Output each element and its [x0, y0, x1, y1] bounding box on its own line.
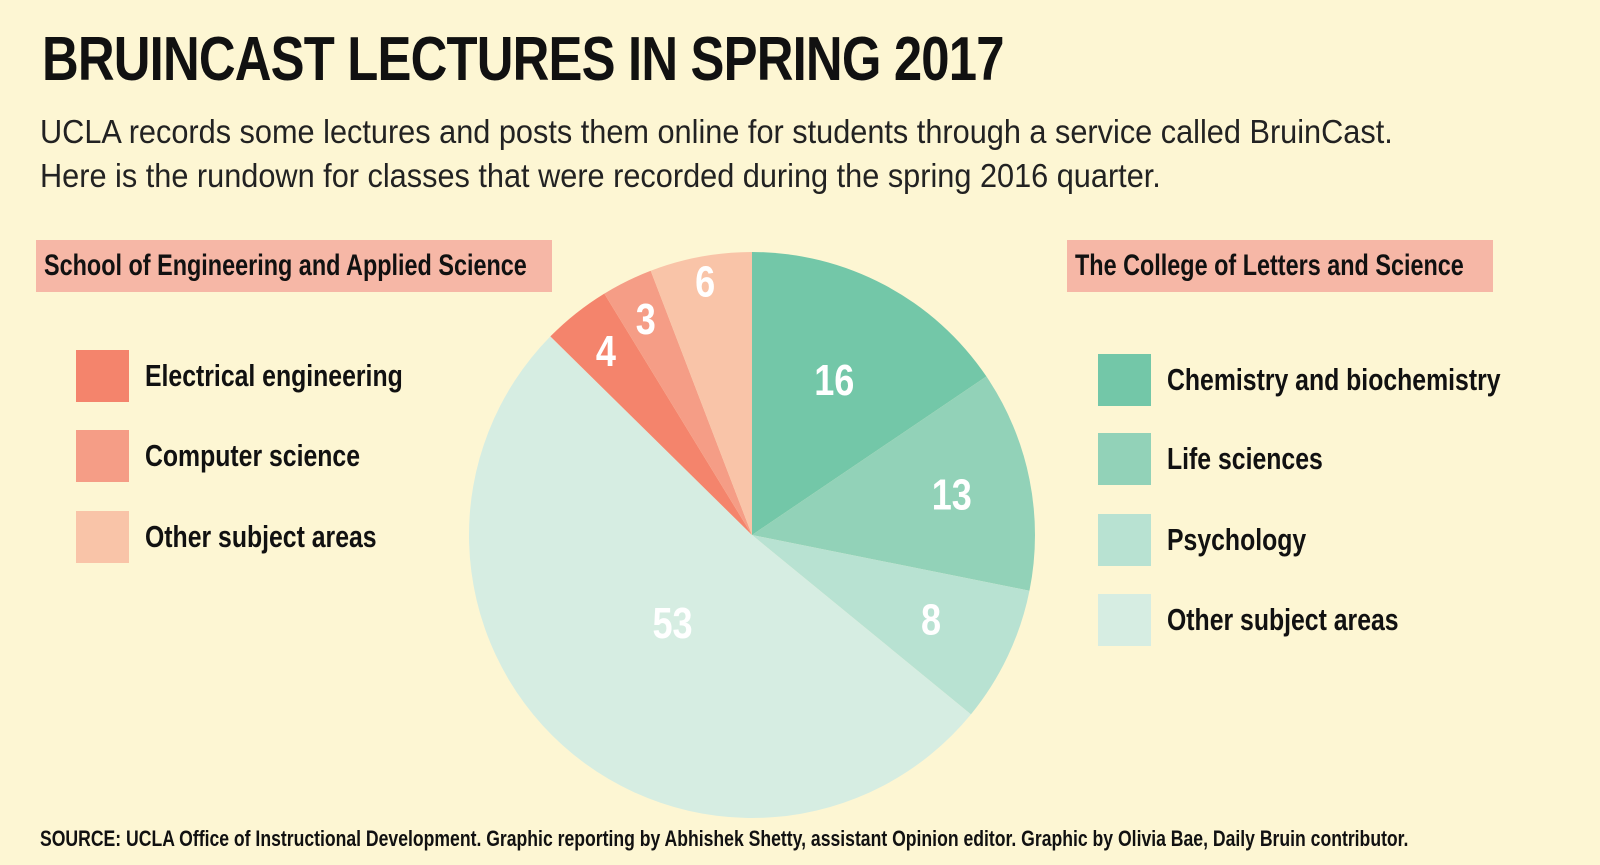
pie-slice-label-0: 16 [814, 355, 854, 404]
letters-heading-text: The College of Letters and Science [1075, 249, 1464, 282]
pie-slice-2 [752, 535, 1030, 715]
legend-label-life-sciences: Life sciences [1167, 441, 1323, 476]
pie-slice-5 [604, 270, 752, 535]
pie-slice-3 [468, 336, 971, 819]
legend-item-electrical-engineering: Electrical engineering [76, 350, 467, 402]
subtitle-line-2: Here is the rundown for classes that wer… [40, 157, 1161, 194]
subtitle-line-1: UCLA records some lectures and posts the… [40, 113, 1393, 150]
letters-heading: The College of Letters and Science [1067, 240, 1493, 292]
legend-label-psychology: Psychology [1167, 522, 1307, 557]
pie-slice-0 [752, 252, 987, 535]
subtitle: UCLA records some lectures and posts the… [40, 110, 1495, 198]
pie-slice-label-6: 6 [695, 257, 715, 306]
legend-item-chemistry: Chemistry and biochemistry [1098, 354, 1584, 406]
engineering-heading-text: School of Engineering and Applied Scienc… [44, 249, 527, 282]
legend-swatch-computer-science [76, 430, 129, 482]
pie-slice-label-2: 8 [921, 595, 941, 644]
pie-slice-6 [650, 252, 752, 535]
pie-slice-label-3: 53 [652, 599, 692, 648]
legend-label-chemistry: Chemistry and biochemistry [1167, 362, 1501, 397]
source-credit: SOURCE: UCLA Office of Instructional Dev… [40, 826, 1409, 851]
legend-swatch-psychology [1098, 514, 1151, 566]
legend-item-engineering-other: Other subject areas [76, 511, 434, 563]
legend-item-computer-science: Computer science [76, 430, 414, 482]
page-title: BRUINCAST LECTURES IN SPRING 2017 [42, 25, 1004, 94]
legend-swatch-chemistry [1098, 354, 1151, 406]
legend-swatch-electrical-engineering [76, 350, 129, 402]
legend-label-electrical-engineering: Electrical engineering [145, 358, 403, 393]
pie-slice-label-5: 3 [636, 295, 656, 344]
engineering-heading: School of Engineering and Applied Scienc… [36, 240, 552, 292]
pie-slice-label-4: 4 [596, 326, 617, 375]
legend-item-life-sciences: Life sciences [1098, 433, 1362, 485]
pie-slice-1 [752, 376, 1035, 591]
legend-item-psychology: Psychology [1098, 514, 1341, 566]
pie-slice-4 [550, 293, 752, 535]
legend-label-engineering-other: Other subject areas [145, 519, 377, 554]
pie-slice-label-1: 13 [932, 470, 972, 519]
legend-swatch-letters-other [1098, 594, 1151, 646]
legend-label-computer-science: Computer science [145, 438, 361, 473]
legend-item-letters-other: Other subject areas [1098, 594, 1456, 646]
legend-swatch-life-sciences [1098, 433, 1151, 485]
legend-swatch-engineering-other [76, 511, 129, 563]
legend-label-letters-other: Other subject areas [1167, 602, 1399, 637]
